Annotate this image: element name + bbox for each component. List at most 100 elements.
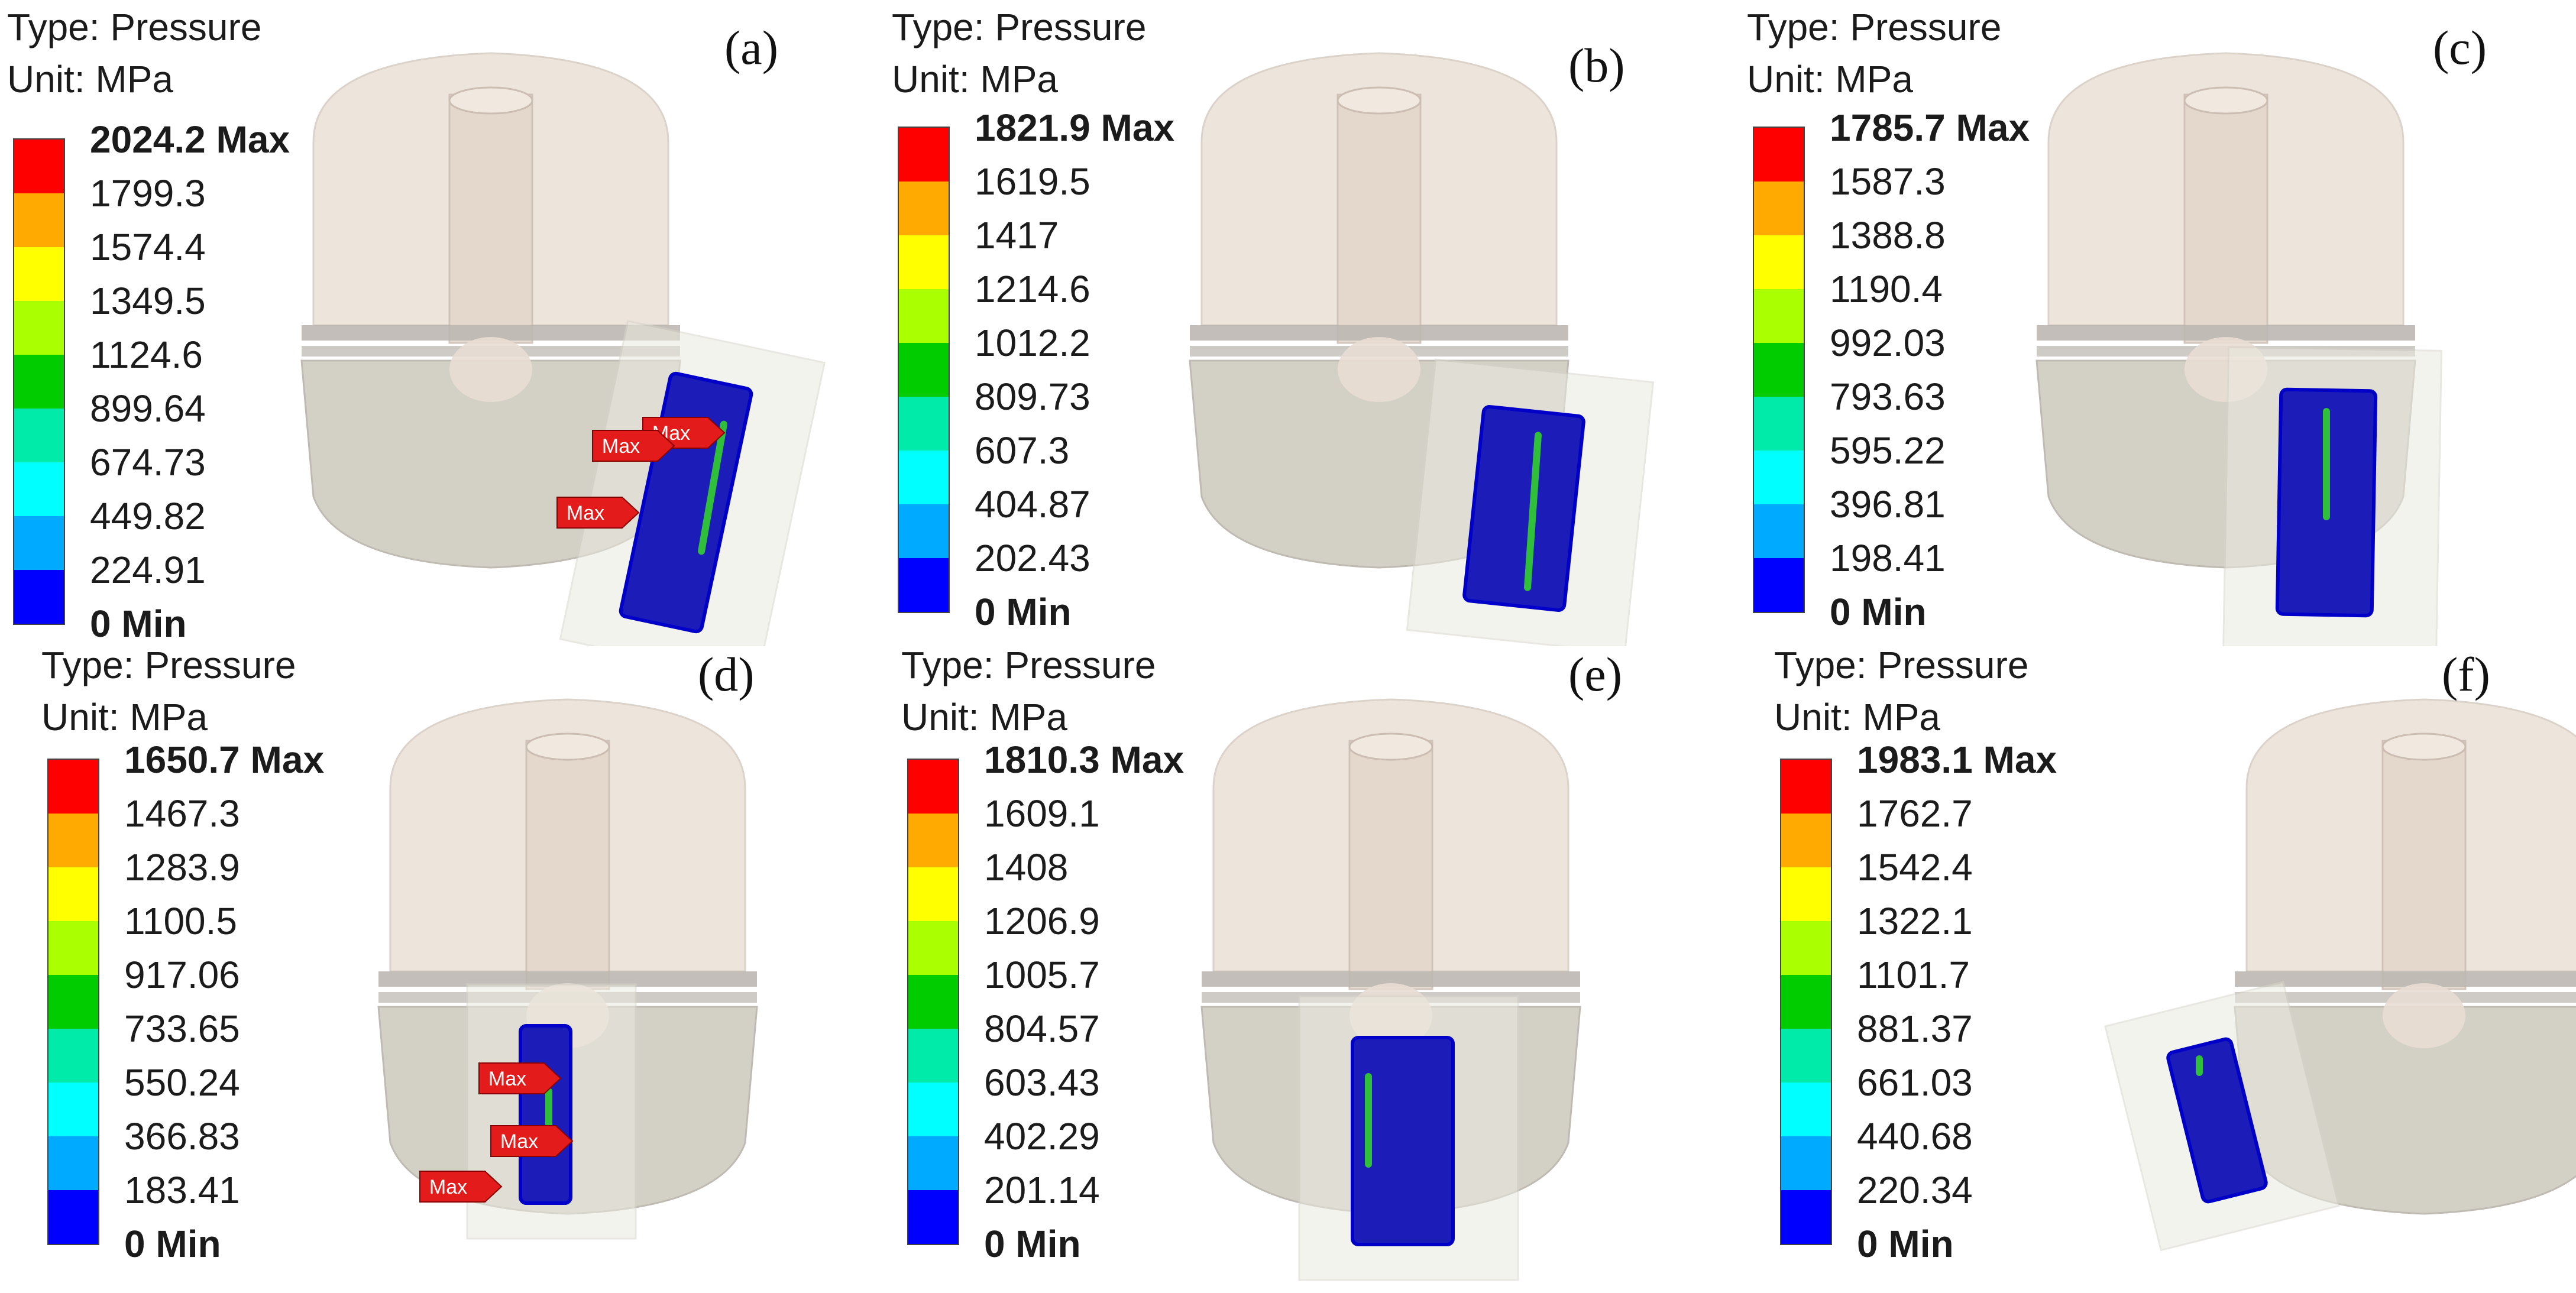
legend-type-title: Type: Pressure bbox=[892, 6, 1147, 48]
panel-label: (b) bbox=[1568, 38, 1625, 92]
legend-color-segment bbox=[908, 867, 958, 921]
legend-color-segment bbox=[899, 397, 949, 451]
panel-label: (e) bbox=[1568, 647, 1623, 701]
legend-tick-label: 793.63 bbox=[1830, 375, 1946, 418]
legend-color-segment bbox=[14, 301, 64, 355]
legend-color-segment bbox=[14, 516, 64, 570]
panel-label: (a) bbox=[724, 21, 779, 74]
max-marker: Max bbox=[490, 1125, 574, 1157]
legend-tick-label: 1206.9 bbox=[984, 900, 1100, 942]
legend-color-segment bbox=[1754, 343, 1804, 397]
legend-tick-label: 992.03 bbox=[1830, 322, 1946, 364]
legend-color-segment bbox=[1754, 235, 1804, 289]
legend-tick-label: 1100.5 bbox=[124, 900, 237, 942]
panel-label: (c) bbox=[2433, 21, 2487, 74]
legend-tick-label: 1467.3 bbox=[124, 792, 240, 835]
legend-tick-label: 440.68 bbox=[1857, 1115, 1973, 1158]
legend-tick-label: 1283.9 bbox=[124, 846, 240, 889]
legend-unit-title: Unit: MPa bbox=[1774, 696, 1940, 738]
legend-color-segment bbox=[14, 462, 64, 516]
legend-color-segment bbox=[899, 451, 949, 504]
implant-model-render bbox=[377, 698, 758, 1240]
legend-tick-label: 1762.7 bbox=[1857, 792, 1973, 835]
legend-tick-label: 661.03 bbox=[1857, 1061, 1973, 1104]
panel-b: Max Type: Pressure Unit: MPa 1821.9 Max 1619… bbox=[592, 0, 1717, 646]
legend-color-bar bbox=[13, 138, 65, 625]
legend-color-segment bbox=[1781, 921, 1831, 975]
legend-tick-label: 733.65 bbox=[124, 1007, 240, 1050]
legend-color-segment bbox=[1781, 814, 1831, 867]
legend-color-segment bbox=[48, 1190, 98, 1244]
legend-min-label: 0 Min bbox=[124, 1223, 221, 1265]
legend-tick-label: 1214.6 bbox=[975, 268, 1090, 310]
legend-tick-label: 674.73 bbox=[90, 441, 206, 484]
legend-tick-label: 1574.4 bbox=[90, 226, 206, 268]
legend-unit-title: Unit: MPa bbox=[7, 58, 173, 101]
legend-max-label: 1650.7 Max bbox=[124, 738, 325, 781]
legend-tick-label: 809.73 bbox=[975, 375, 1090, 418]
max-marker-label: Max bbox=[602, 435, 640, 458]
legend-tick-label: 899.64 bbox=[90, 387, 206, 430]
implant-model-render bbox=[1200, 698, 1581, 1281]
legend-color-segment bbox=[14, 570, 64, 624]
legend-color-bar bbox=[898, 127, 950, 613]
legend-color-segment bbox=[908, 921, 958, 975]
legend-tick-label: 396.81 bbox=[1830, 483, 1946, 526]
max-marker-label: Max bbox=[567, 502, 604, 524]
legend-tick-label: 1322.1 bbox=[1857, 900, 1973, 942]
legend-tick-label: 1190.4 bbox=[1830, 268, 1943, 310]
legend-color-bar bbox=[1780, 759, 1832, 1245]
legend-tick-label: 1012.2 bbox=[975, 322, 1090, 364]
max-marker-label: Max bbox=[429, 1176, 467, 1198]
implant-model-render bbox=[300, 52, 826, 646]
legend-tick-label: 603.43 bbox=[984, 1061, 1100, 1104]
legend-color-segment bbox=[1754, 451, 1804, 504]
legend-min-label: 0 Min bbox=[90, 602, 187, 645]
panel-f: Max Type: Pressure Unit: MPa 1983.1 Max 1762… bbox=[478, 644, 2576, 1292]
legend-color-segment bbox=[48, 760, 98, 814]
legend-tick-label: 220.34 bbox=[1857, 1169, 1973, 1211]
legend-tick-label: 881.37 bbox=[1857, 1007, 1973, 1050]
legend-color-segment bbox=[908, 1190, 958, 1244]
max-marker: Max bbox=[478, 1062, 562, 1094]
legend-tick-label: 1542.4 bbox=[1857, 846, 1973, 889]
legend-unit-title: Unit: MPa bbox=[901, 696, 1067, 738]
legend-color-segment bbox=[1754, 397, 1804, 451]
legend-color-bar bbox=[907, 759, 959, 1245]
legend-tick-label: 366.83 bbox=[124, 1115, 240, 1158]
legend-color-segment bbox=[908, 1029, 958, 1083]
legend-tick-label: 1101.7 bbox=[1857, 954, 1970, 996]
legend-tick-label: 1349.5 bbox=[90, 280, 206, 322]
legend-tick-label: 404.87 bbox=[975, 483, 1090, 526]
legend-max-label: 1810.3 Max bbox=[984, 738, 1185, 781]
legend-min-label: 0 Min bbox=[1830, 591, 1927, 633]
legend-tick-label: 1587.3 bbox=[1830, 160, 1946, 203]
legend-min-label: 0 Min bbox=[984, 1223, 1081, 1265]
legend-type-title: Type: Pressure bbox=[7, 6, 262, 48]
legend-tick-label: 1619.5 bbox=[975, 160, 1090, 203]
legend-tick-label: 402.29 bbox=[984, 1115, 1100, 1158]
legend-color-segment bbox=[908, 1083, 958, 1136]
legend-color-segment bbox=[1754, 182, 1804, 235]
max-marker-label: Max bbox=[488, 1068, 526, 1090]
legend-tick-label: 1408 bbox=[984, 846, 1069, 889]
legend-max-label: 2024.2 Max bbox=[90, 118, 290, 161]
legend-color-segment bbox=[14, 409, 64, 462]
legend-color-segment bbox=[1754, 289, 1804, 343]
legend-color-segment bbox=[14, 355, 64, 409]
legend-tick-label: 1417 bbox=[975, 214, 1059, 257]
legend-color-segment bbox=[899, 289, 949, 343]
panel-a: Max Type: Pressure Unit: MPa 2024.2 Max 1799… bbox=[0, 0, 859, 646]
legend-tick-label: 198.41 bbox=[1830, 537, 1946, 579]
legend-tick-label: 804.57 bbox=[984, 1007, 1100, 1050]
legend-color-segment bbox=[14, 247, 64, 301]
legend-max-label: 1785.7 Max bbox=[1830, 106, 2030, 149]
legend-type-title: Type: Pressure bbox=[1774, 644, 2029, 686]
legend-tick-label: 1388.8 bbox=[1830, 214, 1946, 257]
legend-color-segment bbox=[899, 504, 949, 558]
legend-tick-label: 917.06 bbox=[124, 954, 240, 996]
legend-tick-label: 1124.6 bbox=[90, 333, 203, 376]
legend-tick-label: 550.24 bbox=[124, 1061, 240, 1104]
implant-model-render bbox=[2035, 52, 2443, 646]
legend-color-bar bbox=[47, 759, 99, 1245]
